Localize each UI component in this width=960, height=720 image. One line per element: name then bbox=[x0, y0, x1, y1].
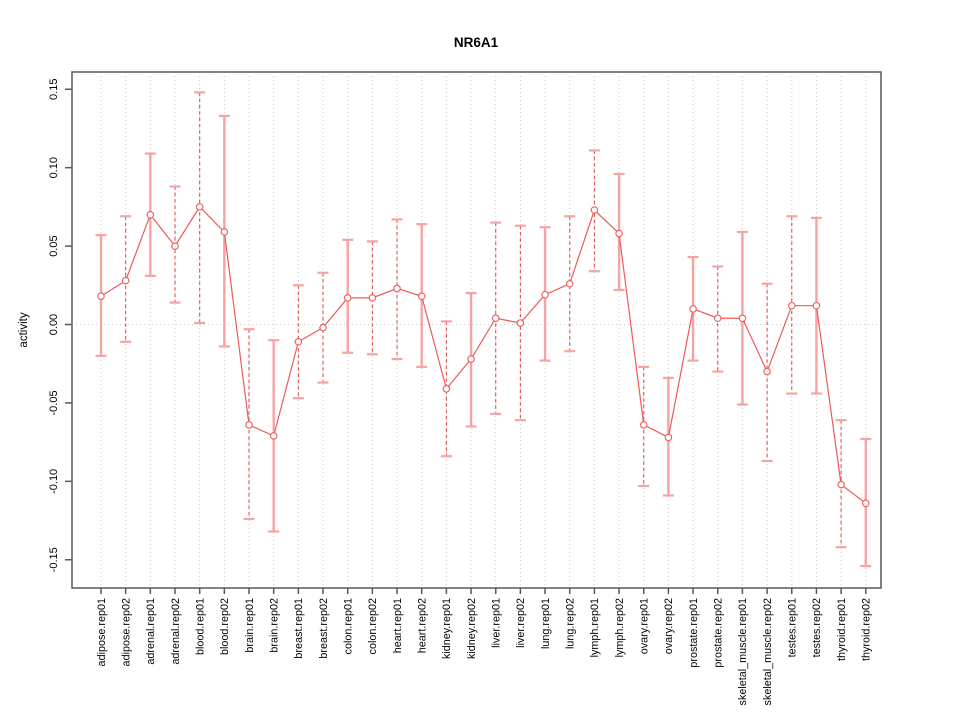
x-tick-label: thyroid.rep01 bbox=[836, 598, 848, 661]
grid-layer bbox=[72, 72, 881, 588]
data-point bbox=[97, 292, 105, 301]
x-tick-label: adipose.rep01 bbox=[96, 598, 108, 666]
x-tick-label: prostate.rep01 bbox=[688, 598, 700, 668]
data-point bbox=[491, 314, 500, 322]
data-point bbox=[738, 314, 747, 322]
x-tick-label: liver.rep01 bbox=[491, 598, 503, 648]
y-tick-label: -0.15 bbox=[48, 547, 60, 572]
x-tick-label: blood.rep02 bbox=[219, 598, 231, 655]
plot-frame bbox=[71, 71, 882, 589]
x-tick-label: ovary.rep02 bbox=[663, 598, 675, 654]
data-point bbox=[837, 480, 845, 489]
x-tick-label: thyroid.rep02 bbox=[861, 598, 873, 661]
data-point bbox=[319, 323, 327, 332]
x-tick-label: colon.rep02 bbox=[367, 598, 379, 654]
data-point bbox=[664, 433, 673, 442]
y-tick-label: 0.05 bbox=[48, 235, 60, 256]
data-point bbox=[195, 203, 204, 211]
y-axis-label: activity bbox=[18, 312, 30, 347]
x-tick-label: ovary.rep01 bbox=[639, 598, 651, 654]
data-point bbox=[245, 421, 253, 429]
x-tick-label: kidney.rep01 bbox=[441, 598, 453, 659]
y-tick-label: 0.00 bbox=[48, 314, 60, 335]
x-tick-label: lung.rep02 bbox=[565, 598, 577, 649]
data-point bbox=[294, 338, 303, 346]
data-point bbox=[541, 290, 549, 299]
data-layer bbox=[95, 91, 872, 568]
x-tick-label: lymph.rep02 bbox=[614, 598, 626, 657]
data-point bbox=[639, 421, 648, 429]
data-point bbox=[368, 294, 377, 302]
data-point bbox=[442, 385, 451, 393]
x-tick-label: breast.rep02 bbox=[318, 598, 330, 659]
x-tick-label: breast.rep01 bbox=[293, 598, 305, 659]
x-tick-label: heart.rep02 bbox=[417, 598, 429, 653]
y-tick-label: -0.05 bbox=[48, 390, 60, 415]
data-point bbox=[862, 499, 870, 508]
data-point bbox=[121, 276, 130, 285]
data-point bbox=[467, 355, 475, 363]
y-tick-label: -0.10 bbox=[48, 469, 60, 494]
data-point bbox=[516, 319, 525, 327]
data-point bbox=[220, 228, 229, 236]
x-tick-label: adipose.rep02 bbox=[120, 598, 132, 666]
x-tick-label: heart.rep01 bbox=[392, 598, 404, 653]
x-tick-label: blood.rep01 bbox=[194, 598, 206, 655]
chart-title: NR6A1 bbox=[454, 35, 499, 50]
data-point bbox=[171, 242, 179, 250]
data-point bbox=[343, 294, 352, 302]
axis-layer: 0.15 0.10 0.05 0.00 -0.05 -0.10 -0.15 adipose.r… bbox=[48, 71, 882, 705]
data-point bbox=[788, 301, 796, 310]
x-tick-label: liver.rep02 bbox=[515, 598, 527, 648]
x-tick-label: prostate.rep02 bbox=[713, 598, 725, 668]
x-tick-label: lymph.rep01 bbox=[589, 598, 601, 657]
data-point bbox=[713, 314, 722, 322]
x-tick-label: adrenal.rep01 bbox=[145, 598, 157, 665]
data-point bbox=[689, 305, 697, 313]
series-line bbox=[100, 205, 867, 504]
x-tick-label: adrenal.rep02 bbox=[170, 598, 182, 665]
x-tick-label: lung.rep01 bbox=[540, 598, 552, 649]
y-tick-label: 0.10 bbox=[48, 157, 60, 178]
y-tick-label: 0.15 bbox=[48, 79, 60, 100]
x-tick-label: skeletal_muscle.rep02 bbox=[762, 598, 774, 705]
data-point bbox=[565, 279, 574, 288]
data-point bbox=[269, 432, 278, 440]
data-point bbox=[590, 206, 599, 214]
data-point bbox=[146, 210, 155, 219]
data-point bbox=[763, 367, 771, 376]
x-tick-label: testes.rep02 bbox=[811, 598, 823, 657]
x-tick-label: brain.rep01 bbox=[244, 598, 256, 653]
data-point bbox=[812, 301, 821, 310]
x-tick-label: skeletal_muscle.rep01 bbox=[737, 598, 749, 705]
x-tick-label: kidney.rep02 bbox=[466, 598, 478, 659]
x-tick-label: testes.rep01 bbox=[787, 598, 799, 657]
data-point bbox=[393, 284, 401, 293]
x-tick-label: brain.rep02 bbox=[268, 598, 280, 653]
data-point bbox=[417, 292, 426, 301]
data-point bbox=[615, 229, 623, 238]
x-tick-label: colon.rep01 bbox=[343, 598, 355, 654]
